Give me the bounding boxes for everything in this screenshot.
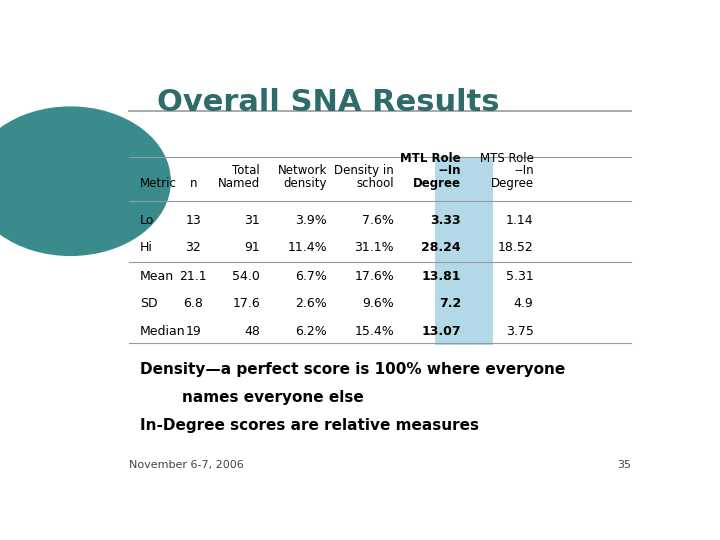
Text: 6.8: 6.8: [184, 298, 203, 310]
Text: 18.52: 18.52: [498, 241, 534, 254]
Text: 13: 13: [185, 214, 201, 227]
Text: --In: --In: [514, 164, 534, 177]
Text: 32: 32: [185, 241, 201, 254]
Text: Named: Named: [218, 177, 260, 190]
Text: 11.4%: 11.4%: [287, 241, 327, 254]
Text: 3.9%: 3.9%: [295, 214, 327, 227]
Text: 2.6%: 2.6%: [295, 298, 327, 310]
Text: Network: Network: [278, 164, 327, 177]
Text: November 6-7, 2006: November 6-7, 2006: [129, 460, 244, 470]
Text: 7.2: 7.2: [438, 298, 461, 310]
Circle shape: [0, 106, 171, 256]
Text: Density in: Density in: [334, 164, 394, 177]
Bar: [435, 157, 493, 346]
Text: --In: --In: [438, 164, 461, 177]
Text: 48: 48: [244, 325, 260, 338]
Text: Metric: Metric: [140, 177, 177, 190]
Text: SD: SD: [140, 298, 158, 310]
Text: Overall SNA Results: Overall SNA Results: [157, 87, 500, 117]
Text: 1.14: 1.14: [506, 214, 534, 227]
Text: Degree: Degree: [413, 177, 461, 190]
Text: Density—a perfect score is 100% where everyone: Density—a perfect score is 100% where ev…: [140, 362, 565, 377]
Text: Mean: Mean: [140, 271, 174, 284]
Text: 6.7%: 6.7%: [295, 271, 327, 284]
Text: 13.81: 13.81: [422, 271, 461, 284]
Text: density: density: [284, 177, 327, 190]
Text: Total: Total: [233, 164, 260, 177]
Text: MTS Role: MTS Role: [480, 152, 534, 165]
Text: 3.75: 3.75: [505, 325, 534, 338]
Text: 91: 91: [245, 241, 260, 254]
Text: 7.6%: 7.6%: [362, 214, 394, 227]
Text: 17.6: 17.6: [233, 298, 260, 310]
Text: 28.24: 28.24: [421, 241, 461, 254]
Text: Degree: Degree: [490, 177, 534, 190]
Text: names everyone else: names everyone else: [140, 390, 364, 406]
Text: Lo: Lo: [140, 214, 155, 227]
Text: 9.6%: 9.6%: [362, 298, 394, 310]
Text: 4.9: 4.9: [514, 298, 534, 310]
Text: 54.0: 54.0: [233, 271, 260, 284]
Text: 31.1%: 31.1%: [354, 241, 394, 254]
Text: MTL Role: MTL Role: [400, 152, 461, 165]
Text: 6.2%: 6.2%: [295, 325, 327, 338]
Text: 35: 35: [617, 460, 631, 470]
Text: 3.33: 3.33: [431, 214, 461, 227]
Text: 21.1: 21.1: [179, 271, 207, 284]
Text: 5.31: 5.31: [506, 271, 534, 284]
Text: In-Degree scores are relative measures: In-Degree scores are relative measures: [140, 418, 480, 433]
Text: school: school: [356, 177, 394, 190]
Text: Median: Median: [140, 325, 186, 338]
Text: 19: 19: [185, 325, 201, 338]
Text: Hi: Hi: [140, 241, 153, 254]
Text: 31: 31: [245, 214, 260, 227]
Text: 15.4%: 15.4%: [354, 325, 394, 338]
Text: 13.07: 13.07: [421, 325, 461, 338]
Text: 17.6%: 17.6%: [354, 271, 394, 284]
Text: n: n: [189, 177, 197, 190]
